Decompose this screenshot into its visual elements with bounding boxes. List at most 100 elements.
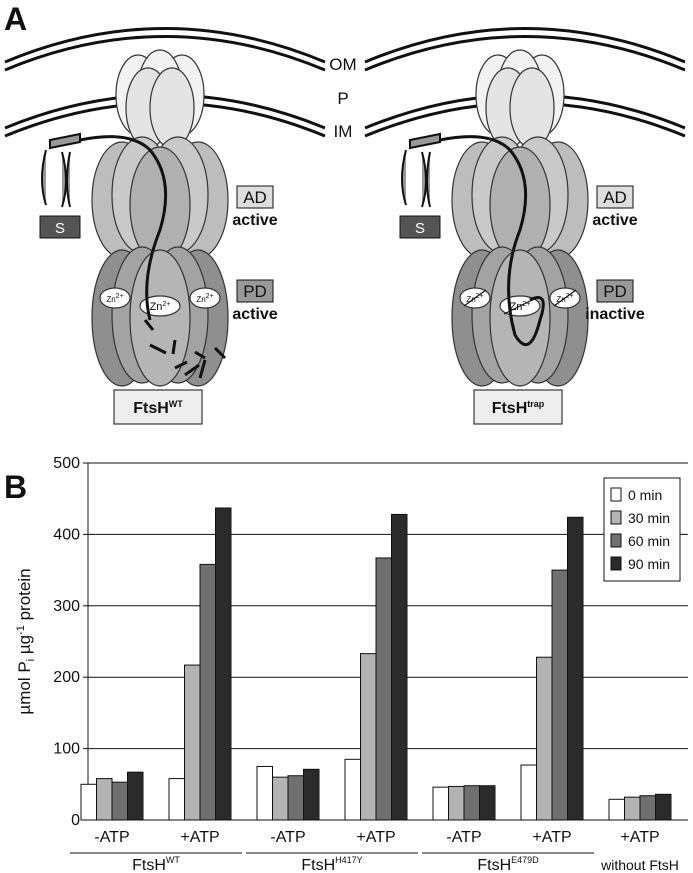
panel-label: B xyxy=(4,469,27,505)
y-tick-label: 200 xyxy=(53,669,80,686)
bar xyxy=(127,771,144,821)
group-label: FtsHH417Y xyxy=(301,855,362,873)
bar xyxy=(391,513,408,821)
name-sup: trap xyxy=(527,399,545,409)
zn-label: Zn2+ xyxy=(556,293,573,304)
complex-name: FtsHtrap xyxy=(492,399,545,417)
zn-label: Zn2+ xyxy=(510,301,531,313)
name-text: FtsH xyxy=(133,400,169,417)
pd-lobe xyxy=(129,249,191,387)
y-tick-label: 100 xyxy=(53,741,80,758)
bar xyxy=(624,796,641,821)
bar xyxy=(655,793,672,821)
complex-name: FtsHWT xyxy=(133,399,183,417)
bar xyxy=(199,563,216,821)
y-tick-label: 0 xyxy=(71,812,80,829)
group-sup: E479D xyxy=(511,855,539,865)
group-label: without FtsH xyxy=(600,857,679,873)
panel-label: A xyxy=(4,1,27,37)
pd-state: active xyxy=(232,306,277,323)
zn-sup: 2+ xyxy=(522,301,530,308)
membrane-label: OM xyxy=(329,55,356,74)
zn-sup: 2+ xyxy=(206,293,214,300)
legend-label: 0 min xyxy=(628,487,662,503)
bar xyxy=(479,785,496,821)
group-label: FtsHWT xyxy=(132,855,180,873)
pd-label: PD xyxy=(243,282,267,301)
lobe xyxy=(149,67,195,149)
group-sup: H417Y xyxy=(335,855,363,865)
y-label-part: i xyxy=(25,659,37,661)
membrane-label: IM xyxy=(334,122,353,141)
name-box xyxy=(113,389,203,425)
zn-sup: 2+ xyxy=(116,293,124,300)
zn-label: Zn2+ xyxy=(466,293,483,304)
y-axis-label: µmol Pi µg-1 protein xyxy=(15,568,37,714)
ad-state: active xyxy=(232,212,277,229)
ad-box xyxy=(596,185,634,209)
zn-site xyxy=(189,287,221,309)
substrate xyxy=(41,132,81,208)
group-name: FtsH xyxy=(301,857,335,873)
bar xyxy=(448,785,465,821)
bar xyxy=(256,765,273,821)
y-label-part: -1 xyxy=(15,625,27,635)
zn-text: Zn xyxy=(150,301,163,313)
zn-sup: 2+ xyxy=(162,301,170,308)
legend-swatch xyxy=(610,487,622,502)
bar xyxy=(551,569,568,821)
name-box xyxy=(473,389,563,425)
legend-swatch xyxy=(610,533,622,548)
membranes xyxy=(4,27,686,138)
pd-state: inactive xyxy=(585,306,645,323)
group-name: FtsH xyxy=(132,857,166,873)
bar xyxy=(184,664,201,821)
fragments xyxy=(143,319,227,379)
zn-label: Zn2+ xyxy=(150,301,171,313)
ad-state: active xyxy=(592,212,637,229)
zn-site xyxy=(139,295,181,317)
substrate-label: S xyxy=(55,220,65,237)
bar xyxy=(168,778,185,821)
zn-label: Zn2+ xyxy=(196,293,213,304)
pd-label: PD xyxy=(603,282,627,301)
y-label-part: µmol P xyxy=(15,661,34,714)
zn-text: Zn xyxy=(510,301,523,313)
bar xyxy=(520,764,537,821)
name-sup: WT xyxy=(169,399,183,409)
bar xyxy=(303,768,320,821)
legend-label: 90 min xyxy=(628,556,670,572)
ad-label: AD xyxy=(603,188,627,207)
bar xyxy=(375,557,392,821)
group-name: FtsH xyxy=(477,857,511,873)
zn-text: Zn xyxy=(556,295,565,304)
substrate-box xyxy=(39,215,81,239)
y-label-part: µg xyxy=(15,635,34,659)
bar xyxy=(639,795,656,821)
zn-sup: 2+ xyxy=(476,293,484,300)
pd-lobe xyxy=(489,249,551,387)
ad-label: AD xyxy=(243,188,267,207)
substrate xyxy=(401,132,441,208)
zn-label: Zn2+ xyxy=(106,293,123,304)
bar xyxy=(463,785,480,821)
zn-cross xyxy=(553,289,577,307)
group-sup: WT xyxy=(166,855,180,865)
bar xyxy=(96,778,113,821)
bar xyxy=(432,786,449,821)
bar xyxy=(215,507,232,821)
ad-box xyxy=(236,185,274,209)
x-tick-label: +ATP xyxy=(532,829,571,846)
substrate-box xyxy=(399,215,441,239)
legend-label: 30 min xyxy=(628,510,670,526)
x-tick-label: +ATP xyxy=(620,829,659,846)
zn-text: Zn xyxy=(196,295,205,304)
bar xyxy=(287,775,304,821)
group-name: without FtsH xyxy=(600,857,679,873)
x-tick-label: +ATP xyxy=(356,829,395,846)
pd-box xyxy=(236,279,274,303)
x-tick-label: +ATP xyxy=(180,829,219,846)
x-tick-label: -ATP xyxy=(94,829,129,846)
zn-text: Zn xyxy=(106,295,115,304)
